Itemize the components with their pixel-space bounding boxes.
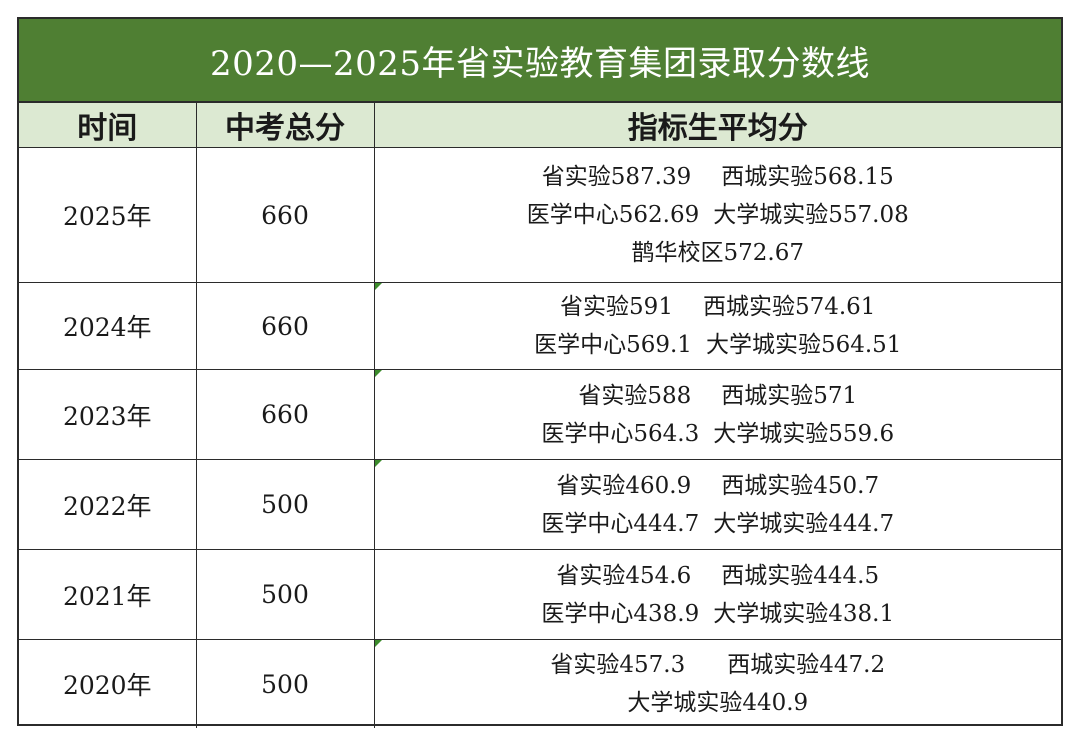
table-row: 2023年 660 省实验588 西城实验571 医学中心564.3 大学城实验55… <box>19 369 1062 460</box>
average-line: 省实验588 西城实验571 <box>375 377 1062 415</box>
table-row: 2021年 500 省实验454.6 西城实验444.5 医学中心438.9 大学城… <box>19 549 1062 640</box>
total-score-cell: 660 <box>195 147 375 283</box>
average-cell: 省实验454.6 西城实验444.5 医学中心438.9 大学城实验438.1 <box>373 549 1062 640</box>
school-score: 省实验587.39 <box>541 164 692 190</box>
average-line: 大学城实验440.9 <box>375 684 1062 722</box>
table-row: 2025年 660 省实验587.39 西城实验568.15 医学中心562.69… <box>19 147 1062 283</box>
corner-marker <box>374 370 382 377</box>
average-line: 省实验457.3 西城实验447.2 <box>375 646 1062 684</box>
school-score: 省实验460.9 <box>556 472 692 499</box>
average-line: 省实验460.9 西城实验450.7 <box>375 467 1062 505</box>
table-title: 2020—2025年省实验教育集团录取分数线 <box>19 19 1061 103</box>
average-cell: 省实验460.9 西城实验450.7 医学中心444.7 大学城实验444.7 <box>373 459 1062 550</box>
corner-marker <box>374 640 382 647</box>
header-quota-average: 指标生平均分 <box>373 103 1061 148</box>
year-cell: 2021年 <box>19 549 197 640</box>
average-line: 医学中心438.9 大学城实验438.1 <box>375 595 1062 633</box>
average-line: 省实验587.39 西城实验568.15 <box>375 158 1062 196</box>
school-score: 西城实验571 <box>721 382 858 409</box>
school-score: 省实验591 <box>560 294 673 320</box>
school-score: 鹊华校区572.67 <box>631 240 804 266</box>
school-score: 医学中心564.3 <box>541 420 700 447</box>
average-cell: 省实验588 西城实验571 医学中心564.3 大学城实验559.6 <box>373 369 1062 460</box>
school-score: 大学城实验564.51 <box>705 332 902 358</box>
year-cell: 2020年 <box>19 639 197 728</box>
header-year: 时间 <box>19 103 197 148</box>
average-line: 鹊华校区572.67 <box>375 234 1062 272</box>
corner-marker <box>374 283 382 290</box>
average-cell: 省实验591 西城实验574.61 医学中心569.1 大学城实验564.51 <box>373 282 1062 370</box>
total-score-cell: 500 <box>195 549 375 640</box>
score-table-container: 2020—2025年省实验教育集团录取分数线 时间 中考总分 指标生平均分 20… <box>17 17 1063 728</box>
school-score: 医学中心569.1 <box>534 332 692 358</box>
average-cell: 省实验457.3 西城实验447.2 大学城实验440.9 <box>373 639 1062 728</box>
total-score-cell: 500 <box>195 639 375 728</box>
school-score: 医学中心438.9 <box>541 600 700 627</box>
school-score: 大学城实验559.6 <box>713 420 895 447</box>
school-score: 西城实验444.5 <box>721 562 880 589</box>
score-table: 时间 中考总分 指标生平均分 2025年 660 省实验587.39 西城实验56… <box>19 103 1061 728</box>
average-line: 医学中心562.69 大学城实验557.08 <box>375 196 1062 234</box>
total-score-cell: 660 <box>195 282 375 370</box>
average-line: 医学中心569.1 大学城实验564.51 <box>375 326 1062 364</box>
table-row: 2020年 500 省实验457.3 西城实验447.2 大学城实验440.9 <box>19 639 1062 728</box>
average-line: 省实验591 西城实验574.61 <box>375 288 1062 326</box>
year-cell: 2023年 <box>19 369 197 460</box>
school-score: 省实验454.6 <box>556 562 692 589</box>
year-cell: 2022年 <box>19 459 197 550</box>
school-score: 省实验457.3 <box>550 652 686 678</box>
school-score: 西城实验568.15 <box>721 164 894 190</box>
school-score: 西城实验447.2 <box>727 652 886 678</box>
table-row: 2024年 660 省实验591 西城实验574.61 医学中心569.1 大学城实… <box>19 282 1062 370</box>
school-score: 西城实验574.61 <box>702 294 876 320</box>
school-score: 大学城实验438.1 <box>713 600 895 627</box>
year-cell: 2025年 <box>19 147 197 283</box>
school-score: 大学城实验557.08 <box>713 202 909 228</box>
header-row: 时间 中考总分 指标生平均分 <box>19 103 1061 148</box>
school-score: 大学城实验440.9 <box>627 690 809 716</box>
school-score: 西城实验450.7 <box>721 472 880 499</box>
average-line: 医学中心444.7 大学城实验444.7 <box>375 505 1062 543</box>
school-score: 大学城实验444.7 <box>713 510 895 537</box>
school-score: 省实验588 <box>578 382 692 409</box>
school-score: 医学中心562.69 <box>526 202 700 228</box>
table-row: 2022年 500 省实验460.9 西城实验450.7 医学中心444.7 大学城… <box>19 459 1062 550</box>
corner-marker <box>374 460 382 467</box>
total-score-cell: 500 <box>195 459 375 550</box>
school-score: 医学中心444.7 <box>541 510 700 537</box>
total-score-cell: 660 <box>195 369 375 460</box>
average-line: 省实验454.6 西城实验444.5 <box>375 557 1062 595</box>
header-total-score: 中考总分 <box>195 103 375 148</box>
average-line: 医学中心564.3 大学城实验559.6 <box>375 415 1062 453</box>
year-cell: 2024年 <box>19 282 197 370</box>
average-cell: 省实验587.39 西城实验568.15 医学中心562.69 大学城实验557.0… <box>373 147 1062 283</box>
